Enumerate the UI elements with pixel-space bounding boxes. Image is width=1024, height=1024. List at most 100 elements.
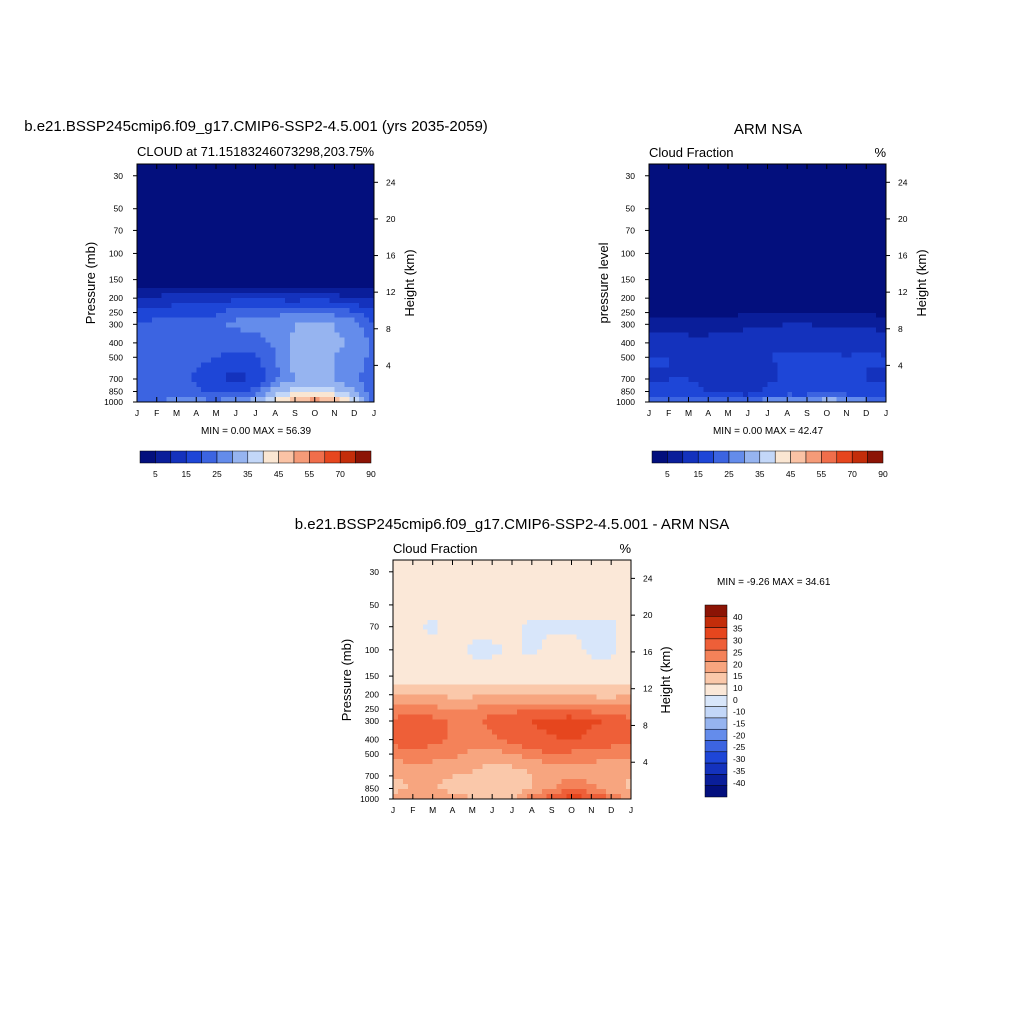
field-cell — [369, 322, 375, 329]
field-cell — [359, 233, 365, 239]
field-cell — [816, 188, 823, 195]
field-cell — [206, 337, 212, 344]
field-cell — [141, 198, 148, 205]
field-cell — [856, 193, 862, 200]
field-cell — [757, 188, 764, 195]
field-cell — [841, 283, 848, 289]
field-cell — [225, 268, 232, 274]
field-cell — [156, 188, 163, 195]
field-cell — [703, 392, 709, 398]
field-cell — [137, 283, 143, 289]
field-cell — [225, 164, 232, 170]
field-cell — [220, 193, 227, 200]
field-cell — [354, 278, 360, 284]
field-cell — [811, 347, 818, 354]
field-cell — [541, 569, 548, 576]
field-cell — [876, 218, 882, 225]
field-cell — [364, 292, 370, 299]
field-cell — [708, 253, 714, 259]
field-cell — [354, 208, 360, 215]
field-cell — [673, 223, 680, 230]
field-cell — [728, 193, 734, 200]
field-cell — [836, 342, 843, 349]
field-cell — [265, 273, 271, 279]
field-cell — [206, 218, 212, 225]
field-cell — [206, 332, 212, 339]
field-cell — [176, 243, 183, 249]
field-cell — [270, 342, 276, 349]
field-cell — [240, 367, 247, 373]
field-cell — [683, 253, 690, 259]
colorbar-box — [278, 450, 295, 464]
field-cell — [235, 173, 242, 180]
field-cell — [683, 218, 690, 225]
field-cell — [792, 392, 798, 398]
field-cell — [807, 193, 813, 200]
field-cell — [191, 283, 197, 289]
field-cell — [688, 352, 695, 358]
field-cell — [230, 273, 237, 279]
field-cell — [653, 397, 660, 403]
field-cell — [658, 188, 665, 195]
field-cell — [856, 164, 862, 170]
field-cell — [772, 382, 778, 388]
field-cell — [772, 322, 778, 329]
colorbar-label: 25 — [212, 469, 222, 479]
field-cell — [260, 307, 266, 314]
field-cell — [156, 268, 163, 274]
field-cell — [295, 327, 301, 334]
field-cell — [141, 243, 148, 249]
field-cell — [713, 263, 719, 269]
field-cell — [151, 164, 158, 170]
field-cell — [295, 263, 301, 269]
field-cell — [683, 258, 690, 264]
field-cell — [678, 382, 685, 388]
field-cell — [757, 317, 764, 324]
field-cell — [191, 362, 197, 368]
field-cell — [171, 337, 178, 344]
field-cell — [649, 372, 655, 378]
field-cell — [772, 218, 778, 225]
field-cell — [747, 317, 754, 324]
field-cell — [359, 352, 365, 358]
field-cell — [220, 302, 227, 309]
field-cell — [295, 283, 301, 289]
field-cell — [309, 263, 316, 269]
field-cell — [782, 278, 788, 284]
field-cell — [851, 287, 857, 294]
field-cell — [836, 283, 843, 289]
field-cell — [339, 322, 345, 329]
field-cell — [369, 258, 375, 264]
field-cell — [673, 337, 680, 344]
field-cell — [723, 332, 729, 339]
field-cell — [777, 223, 783, 230]
field-cell — [861, 357, 867, 363]
field-cell — [851, 292, 857, 299]
field-cell — [250, 193, 257, 200]
field-cell — [151, 327, 158, 334]
field-cell — [757, 203, 764, 210]
field-cell — [225, 387, 232, 393]
field-cell — [866, 342, 872, 349]
field-cell — [846, 173, 853, 180]
field-cell — [369, 397, 375, 403]
field-cell — [811, 387, 818, 393]
field-cell — [732, 317, 739, 324]
field-cell — [181, 203, 187, 210]
field-cell — [713, 377, 719, 383]
field-cell — [290, 302, 296, 309]
field-cell — [137, 302, 143, 309]
field-cell — [156, 243, 163, 249]
field-cell — [807, 357, 813, 363]
field-cell — [653, 213, 660, 220]
field-cell — [816, 273, 823, 279]
field-cell — [728, 213, 734, 220]
field-cell — [658, 183, 665, 190]
field-cell — [723, 392, 729, 398]
field-cell — [693, 208, 699, 215]
field-cell — [807, 208, 813, 215]
field-cell — [245, 263, 252, 269]
field-cell — [339, 347, 345, 354]
field-cell — [211, 342, 217, 349]
field-cell — [314, 228, 321, 235]
